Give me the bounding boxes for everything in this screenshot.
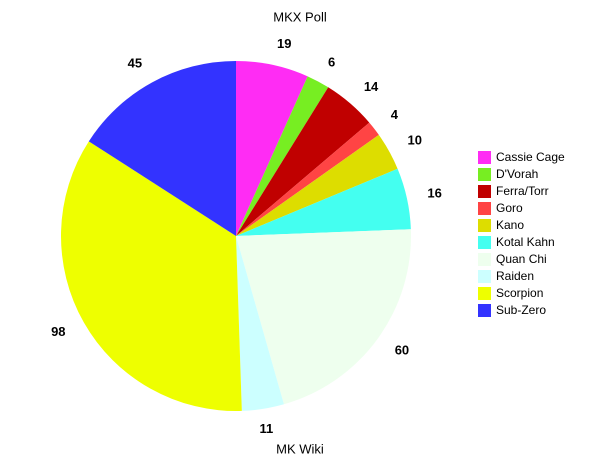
chart-title: MKX Poll: [273, 9, 327, 24]
legend-swatch: [478, 304, 491, 317]
pie-slice: [236, 76, 329, 236]
legend-label: Kano: [496, 218, 524, 232]
pie-slice: [236, 229, 411, 405]
data-label: 10: [408, 133, 422, 148]
pie-slice: [236, 236, 284, 411]
legend-swatch: [478, 185, 491, 198]
legend-label: Ferra/Torr: [496, 184, 549, 198]
legend-swatch: [478, 168, 491, 181]
legend-label: Quan Chi: [496, 252, 547, 266]
data-label: 14: [364, 79, 379, 94]
legend-label: Sub-Zero: [496, 303, 546, 317]
pie-slice: [61, 141, 242, 411]
legend-swatch: [478, 253, 491, 266]
data-label: 19: [277, 36, 291, 51]
x-axis-label: MK Wiki: [276, 441, 324, 456]
legend-label: D'Vorah: [496, 167, 538, 181]
pie-slice: [236, 168, 411, 236]
pie-slice: [236, 122, 379, 236]
legend-label: Kotal Kahn: [496, 235, 555, 249]
data-label: 16: [427, 185, 441, 200]
legend-swatch: [478, 287, 491, 300]
legend-swatch: [478, 219, 491, 232]
data-label: 4: [391, 107, 399, 122]
legend-swatch: [478, 236, 491, 249]
pie-slice: [236, 61, 308, 236]
pie-slice: [88, 61, 236, 236]
legend-label: Goro: [496, 201, 523, 215]
pie-slice: [236, 87, 370, 237]
data-label: 11: [259, 421, 273, 436]
legend-label: Scorpion: [496, 286, 543, 300]
data-label: 98: [51, 324, 65, 339]
legend-label: Raiden: [496, 269, 534, 283]
data-label: 60: [395, 342, 409, 357]
data-label: 6: [328, 54, 335, 69]
legend-swatch: [478, 202, 491, 215]
legend-swatch: [478, 151, 491, 164]
legend-swatch: [478, 270, 491, 283]
data-label: 45: [128, 55, 142, 70]
pie-slice: [236, 134, 398, 236]
legend-label: Cassie Cage: [496, 150, 565, 164]
